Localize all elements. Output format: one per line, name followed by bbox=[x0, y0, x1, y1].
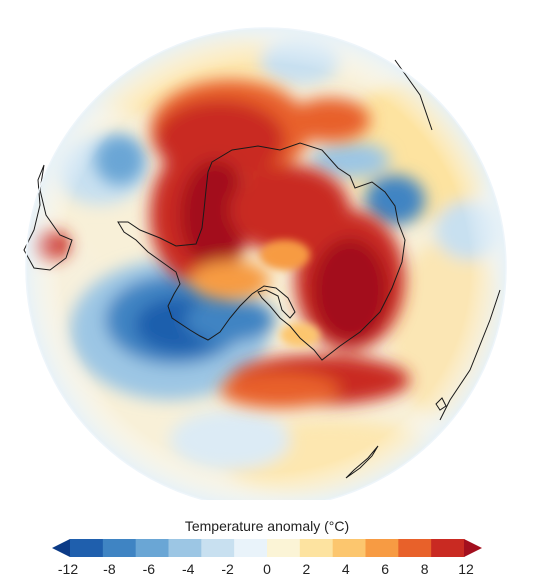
colorbar-segment bbox=[398, 539, 432, 557]
colorbar-segment bbox=[267, 539, 301, 557]
colorbar-tick-label: 12 bbox=[458, 561, 474, 577]
colorbar-segment bbox=[234, 539, 268, 557]
colorbar-segment bbox=[70, 539, 104, 557]
colorbar-segment bbox=[431, 539, 465, 557]
colorbar-tick-label: 4 bbox=[341, 561, 350, 577]
south-america-coastline bbox=[23, 164, 73, 271]
colorbar bbox=[52, 539, 482, 557]
australia-coastline bbox=[439, 289, 501, 421]
colorbar-segment bbox=[201, 539, 235, 557]
island-coastline bbox=[435, 397, 447, 411]
colorbar-tick-label: 6 bbox=[381, 561, 390, 577]
southern-hemisphere-globe bbox=[23, 27, 507, 500]
colorbar-segment bbox=[168, 539, 202, 557]
colorbar-segment bbox=[365, 539, 399, 557]
colorbar-tick-label: 0 bbox=[263, 561, 271, 577]
colorbar-tick-label: 8 bbox=[420, 561, 429, 577]
anomaly-field bbox=[26, 28, 506, 500]
globe-outline bbox=[25, 27, 507, 500]
colorbar-tick-label: -2 bbox=[221, 561, 234, 577]
colorbar-arrow-high bbox=[464, 539, 482, 557]
legend-title: Temperature anomaly (°C) bbox=[184, 518, 350, 534]
colorbar-tick-label: -6 bbox=[142, 561, 156, 577]
colorbar-segment bbox=[102, 539, 137, 557]
colorbar-arrow-low bbox=[52, 539, 70, 557]
colorbar-tick-label: -12 bbox=[57, 561, 79, 577]
colorbar-tick-label: -4 bbox=[181, 561, 195, 577]
coastlines bbox=[23, 59, 501, 479]
antarctica-coastline bbox=[117, 142, 406, 361]
colorbar-tick-label: -8 bbox=[103, 561, 116, 577]
colorbar-tick-label: 2 bbox=[302, 561, 311, 577]
new-zealand-coastline bbox=[345, 445, 379, 479]
polar-anomaly-map bbox=[23, 27, 507, 500]
colorbar-segment bbox=[332, 539, 366, 557]
colorbar-segment bbox=[135, 539, 169, 557]
colorbar-segment bbox=[299, 539, 334, 557]
